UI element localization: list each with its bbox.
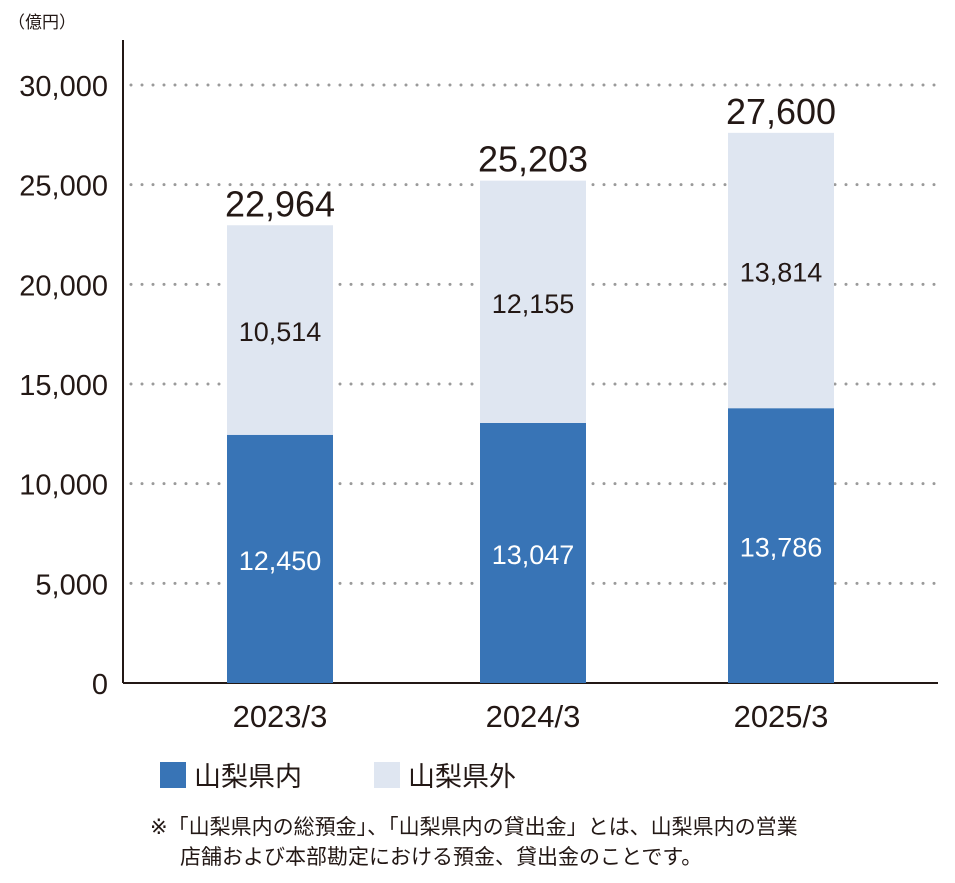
segment-label-inside: 12,450 bbox=[239, 546, 322, 576]
x-tick-label: 2023/3 bbox=[233, 699, 328, 734]
footnote: ※「山梨県内の総預金」、「山梨県内の貸出金」とは、山梨県内の営業 店舗および本部… bbox=[150, 812, 950, 872]
segment-label-inside: 13,047 bbox=[492, 540, 575, 570]
total-label: 27,600 bbox=[726, 91, 836, 132]
y-tick-label: 0 bbox=[92, 669, 108, 701]
legend-swatch-inside bbox=[160, 761, 186, 788]
y-tick-label: 25,000 bbox=[19, 171, 108, 203]
bar-segment-outside bbox=[227, 225, 333, 435]
legend-item-outside: 山梨県外 bbox=[374, 755, 516, 794]
total-label: 22,964 bbox=[225, 183, 335, 224]
legend-item-inside: 山梨県内 bbox=[160, 755, 302, 794]
bar-segment-inside bbox=[227, 434, 333, 683]
y-tick-label: 15,000 bbox=[19, 370, 108, 402]
stacked-bar-chart: 0 5,000 10,000 15,000 20,000 25,000 30,000 12,4… bbox=[19, 40, 940, 734]
y-tick-label: 10,000 bbox=[19, 470, 108, 502]
y-tick-label: 30,000 bbox=[19, 71, 108, 103]
legend-label-outside: 山梨県外 bbox=[408, 762, 516, 793]
y-tick-label: 20,000 bbox=[19, 270, 108, 302]
footnote-line-1: ※「山梨県内の総預金」、「山梨県内の貸出金」とは、山梨県内の営業 bbox=[150, 815, 798, 839]
y-tick-label: 5,000 bbox=[35, 569, 108, 601]
footnote-line-2: 店舗および本部勘定における預金、貸出金のことです。 bbox=[180, 845, 703, 869]
segment-label-outside: 13,814 bbox=[740, 258, 823, 288]
x-tick-label: 2024/3 bbox=[486, 699, 581, 734]
segment-label-outside: 12,155 bbox=[492, 289, 575, 319]
bar-segment-inside bbox=[480, 422, 586, 683]
legend-label-inside: 山梨県内 bbox=[194, 762, 302, 793]
bar-segment-outside bbox=[728, 132, 834, 409]
total-label: 25,203 bbox=[478, 139, 588, 180]
legend-swatch-outside bbox=[374, 761, 400, 788]
bar-segment-inside bbox=[728, 408, 834, 683]
segment-label-outside: 10,514 bbox=[239, 317, 322, 347]
legend: 山梨県内 山梨県外 bbox=[160, 755, 516, 794]
bar-segment-outside bbox=[480, 180, 586, 423]
segment-label-inside: 13,786 bbox=[740, 533, 823, 563]
x-tick-label: 2025/3 bbox=[734, 699, 829, 734]
y-axis-unit-label: （億円） bbox=[8, 13, 76, 33]
